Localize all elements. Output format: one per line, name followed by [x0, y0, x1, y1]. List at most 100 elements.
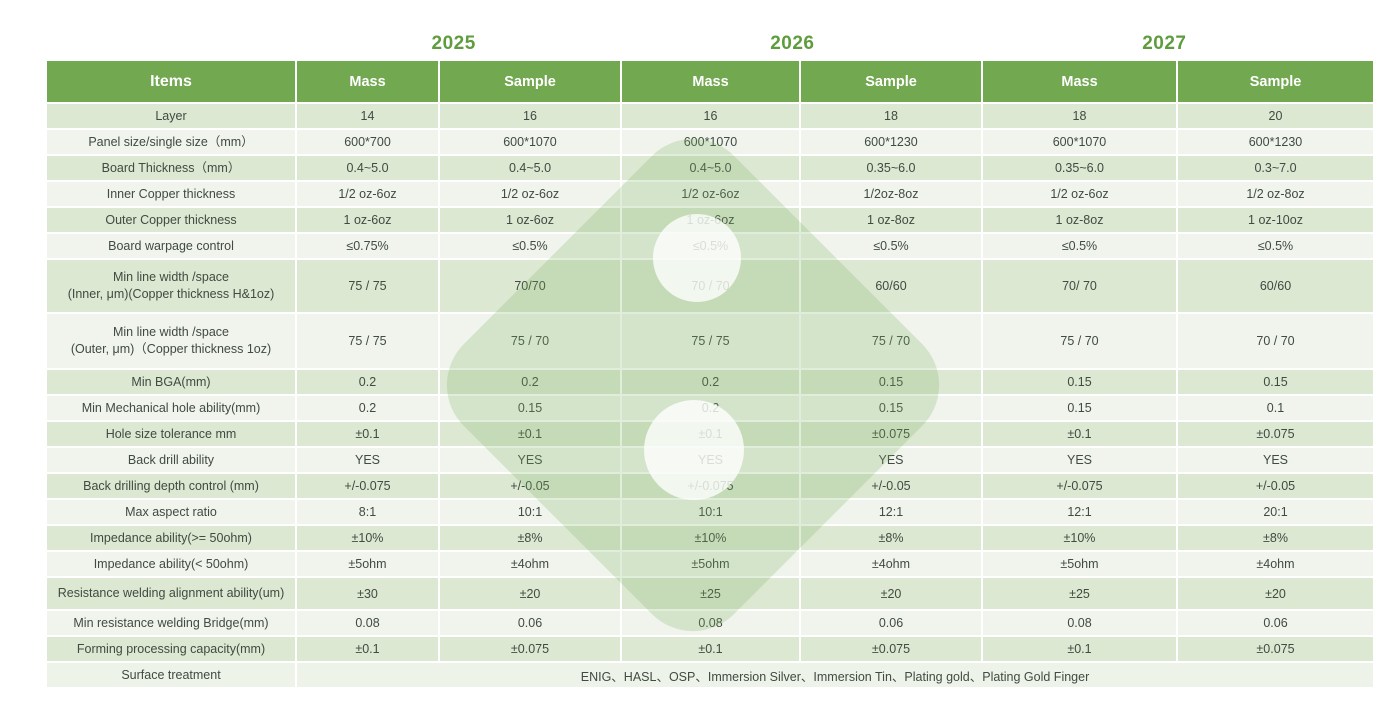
value-cell: 1 oz-6oz [297, 208, 438, 232]
value-cell: 1/2 oz-6oz [440, 182, 620, 206]
item-label-cell: Forming processing capacity(mm) [47, 637, 295, 661]
value-cell: ±4ohm [801, 552, 981, 576]
mass-2025-header: Mass [297, 61, 438, 102]
value-cell: ≤0.5% [440, 234, 620, 258]
value-cell: 1/2oz-8oz [801, 182, 981, 206]
year-header-spacer [45, 30, 293, 58]
value-cell: 20:1 [1178, 500, 1373, 524]
value-cell: ±5ohm [983, 552, 1176, 576]
table-row: Min resistance welding Bridge(mm) 0.08 0.0… [47, 611, 1373, 635]
value-cell: 0.2 [622, 396, 799, 420]
item-label-cell: Min Mechanical hole ability(mm) [47, 396, 295, 420]
value-cell: 0.15 [983, 370, 1176, 394]
value-cell: 600*1070 [440, 130, 620, 154]
value-cell: ±4ohm [440, 552, 620, 576]
value-cell: 12:1 [801, 500, 981, 524]
value-cell: ±5ohm [297, 552, 438, 576]
value-cell: +/-0.05 [440, 474, 620, 498]
value-cell: +/-0.05 [1178, 474, 1373, 498]
item-label-cell: Hole size tolerance mm [47, 422, 295, 446]
table-row: Outer Copper thickness 1 oz-6oz 1 oz-6oz 1 … [47, 208, 1373, 232]
value-cell: ±30 [297, 578, 438, 609]
table-row: Layer 14 16 16 18 18 20 [47, 104, 1373, 128]
item-label-cell: Inner Copper thickness [47, 182, 295, 206]
value-cell: ±0.1 [983, 637, 1176, 661]
value-cell: 600*1230 [1178, 130, 1373, 154]
table-row: Min BGA(mm) 0.2 0.2 0.2 0.15 0.15 0.15 [47, 370, 1373, 394]
value-cell: 0.35~6.0 [983, 156, 1176, 180]
value-cell: 0.4~5.0 [440, 156, 620, 180]
table-row: Resistance welding alignment ability(um)… [47, 578, 1373, 609]
value-cell: ±4ohm [1178, 552, 1373, 576]
value-cell: ±25 [622, 578, 799, 609]
value-cell: 14 [297, 104, 438, 128]
item-label-cell: Resistance welding alignment ability(um) [47, 578, 295, 609]
mass-2027-header: Mass [983, 61, 1176, 102]
table-row: Min line width /space (Outer, μm)（Copper… [47, 314, 1373, 368]
value-cell: YES [297, 448, 438, 472]
value-cell: 0.06 [1178, 611, 1373, 635]
item-label-cell: Outer Copper thickness [47, 208, 295, 232]
value-cell: 1/2 oz-6oz [983, 182, 1176, 206]
value-cell: +/-0.075 [622, 474, 799, 498]
value-cell: 10:1 [622, 500, 799, 524]
value-cell: 75 / 70 [801, 314, 981, 368]
capability-table: Items Mass Sample Mass Sample Mass Sampl… [45, 59, 1375, 689]
value-cell: 0.2 [440, 370, 620, 394]
table-row: Impedance ability(< 50ohm) ±5ohm ±4ohm ±5oh… [47, 552, 1373, 576]
item-label-cell: Back drill ability [47, 448, 295, 472]
value-cell: 60/60 [1178, 260, 1373, 312]
table-row: Back drill ability YES YES YES YES YES YES [47, 448, 1373, 472]
items-column-header: Items [47, 61, 295, 102]
value-cell: ≤0.5% [801, 234, 981, 258]
value-cell: 0.15 [440, 396, 620, 420]
value-cell: 0.2 [622, 370, 799, 394]
value-cell: 600*700 [297, 130, 438, 154]
value-cell: 1 oz-10oz [1178, 208, 1373, 232]
value-cell: YES [983, 448, 1176, 472]
value-cell: 1 oz-6oz [440, 208, 620, 232]
item-label-cell: Min line width /space (Outer, μm)（Copper… [47, 314, 295, 368]
value-cell: 70 / 70 [622, 260, 799, 312]
value-cell: 75 / 75 [297, 260, 438, 312]
value-cell: YES [440, 448, 620, 472]
value-cell: 0.35~6.0 [801, 156, 981, 180]
table-header-row: Items Mass Sample Mass Sample Mass Sampl… [47, 61, 1373, 102]
item-label-cell: Board Thickness（mm） [47, 156, 295, 180]
item-label-cell: Panel size/single size（mm） [47, 130, 295, 154]
year-header-row: 2025 2026 2027 [45, 30, 1358, 58]
value-cell: ±10% [622, 526, 799, 550]
item-label-cell: Back drilling depth control (mm) [47, 474, 295, 498]
value-cell: 600*1070 [622, 130, 799, 154]
value-cell: ±0.1 [297, 637, 438, 661]
value-cell: ±20 [1178, 578, 1373, 609]
value-cell: 16 [440, 104, 620, 128]
value-cell: ±8% [801, 526, 981, 550]
value-cell: 1/2 oz-8oz [1178, 182, 1373, 206]
value-cell: ±20 [440, 578, 620, 609]
value-cell: ±0.075 [440, 637, 620, 661]
value-cell: 0.15 [1178, 370, 1373, 394]
value-cell: ±0.075 [1178, 637, 1373, 661]
table-row: Max aspect ratio 8:1 10:1 10:1 12:1 12:1 20:1 [47, 500, 1373, 524]
value-cell: 70 / 70 [1178, 314, 1373, 368]
value-cell: 600*1230 [801, 130, 981, 154]
table-row-surface-treatment: Surface treatment ENIG、HASL、OSP、Immersio… [47, 663, 1373, 687]
year-label-2025: 2025 [431, 33, 476, 54]
table-row: Min line width /space (Inner, μm)(Copper… [47, 260, 1373, 312]
value-cell: 18 [983, 104, 1176, 128]
value-cell: YES [1178, 448, 1373, 472]
item-label-cell: Impedance ability(>= 50ohm) [47, 526, 295, 550]
item-label-cell: Layer [47, 104, 295, 128]
value-cell: 1 oz-8oz [801, 208, 981, 232]
value-cell: ±0.075 [1178, 422, 1373, 446]
item-label-cell: Board warpage control [47, 234, 295, 258]
table-row: Hole size tolerance mm ±0.1 ±0.1 ±0.1 ±0.075… [47, 422, 1373, 446]
value-cell: ±8% [440, 526, 620, 550]
value-cell: +/-0.075 [297, 474, 438, 498]
value-cell: ±0.075 [801, 637, 981, 661]
table-row: Board Thickness（mm） 0.4~5.0 0.4~5.0 0.4~5.0… [47, 156, 1373, 180]
year-label-2027: 2027 [1142, 33, 1187, 54]
value-cell: 0.08 [983, 611, 1176, 635]
